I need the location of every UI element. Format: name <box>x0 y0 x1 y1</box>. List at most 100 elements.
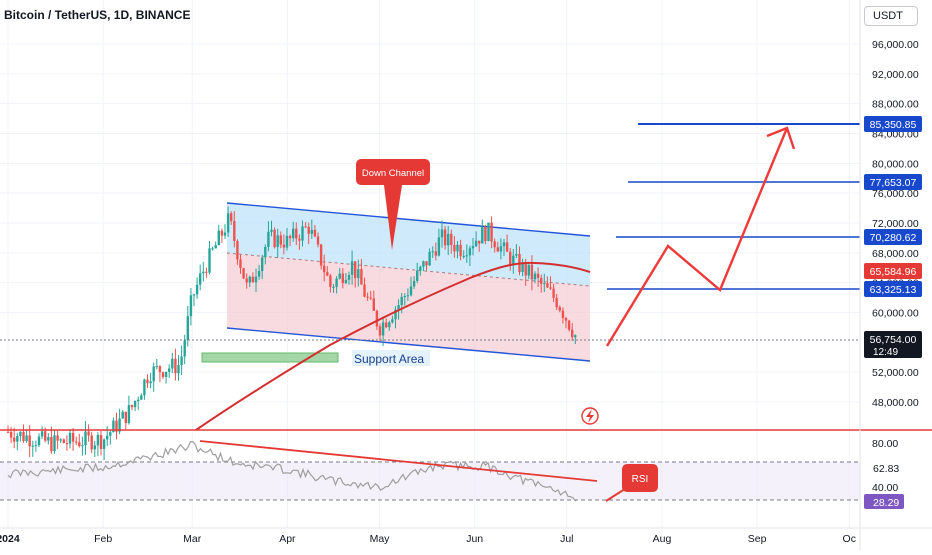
candle-body <box>137 399 140 402</box>
candle-body <box>428 251 431 266</box>
candle-body <box>140 395 143 400</box>
candle-body <box>335 278 338 287</box>
candle-body <box>416 270 419 281</box>
candle-body <box>425 261 428 266</box>
candle-body <box>242 268 245 279</box>
candle-body <box>310 229 313 234</box>
candle-body <box>515 253 518 256</box>
candle-body <box>406 295 410 297</box>
candle-body <box>521 262 524 272</box>
candle-body <box>102 439 106 450</box>
tag-ma: 65,584.96 <box>870 266 917 278</box>
candle-body <box>295 228 298 239</box>
candle-body <box>375 310 379 327</box>
rsi-trend-line[interactable] <box>199 440 598 482</box>
candle-body <box>524 262 527 276</box>
candle-body <box>465 255 468 257</box>
candle-body <box>65 443 69 445</box>
channel-top-line[interactable] <box>226 202 591 237</box>
candle-body <box>487 222 490 241</box>
rsi-tick-label: 80.00 <box>872 438 898 450</box>
candle-body <box>385 322 388 328</box>
time-tick-label: May <box>370 533 391 545</box>
price-tick-label: 76,000.00 <box>872 188 919 200</box>
tag-target3: 70,280.62 <box>870 232 917 244</box>
candle-body <box>174 358 177 374</box>
candle-body <box>109 432 112 436</box>
candle-body <box>434 251 437 256</box>
candle-body <box>419 266 422 271</box>
rsi-callout-label: RSI <box>632 474 649 485</box>
candle-body <box>37 436 41 446</box>
candle-body <box>90 435 93 450</box>
candle-body <box>564 317 568 321</box>
candle-body <box>211 248 214 250</box>
candle-body <box>78 442 81 447</box>
down-channel-pointer <box>384 185 402 250</box>
price-tick-label: 92,000.00 <box>872 69 919 81</box>
candle-body <box>422 261 425 267</box>
candle-body <box>555 297 558 308</box>
candle-body <box>226 213 230 233</box>
candle-body <box>25 435 28 442</box>
tag-target4-bg <box>864 281 922 297</box>
support-area-label: Support Area <box>354 352 424 366</box>
rsi-callout[interactable] <box>622 464 658 492</box>
candle-body <box>456 244 459 252</box>
candle-body <box>276 235 279 248</box>
down-channel-callout[interactable] <box>356 159 430 185</box>
candle-body <box>313 229 317 237</box>
candle-body <box>239 259 242 269</box>
support-area-box[interactable] <box>201 352 339 363</box>
candle-body <box>40 431 44 437</box>
price-tick-label: 52,000.00 <box>872 367 919 379</box>
candle-body <box>99 435 103 450</box>
candle-body <box>267 231 270 247</box>
tag-target1: 85,350.85 <box>870 119 917 131</box>
candle-body <box>248 276 251 283</box>
candle-body <box>189 295 193 317</box>
candle-body <box>16 435 19 442</box>
rsi-tag-lower: 28.29 <box>873 497 899 509</box>
candle-body <box>546 283 549 288</box>
candle-body <box>164 371 168 377</box>
candle-body <box>326 272 329 276</box>
candle-body <box>316 236 320 245</box>
candle-body <box>561 310 565 318</box>
candle-body <box>273 229 276 248</box>
candle-body <box>323 265 326 273</box>
candle-body <box>347 274 351 280</box>
candle-body <box>112 420 115 433</box>
candle-body <box>493 241 496 248</box>
candle-body <box>233 221 236 242</box>
candle-body <box>292 228 295 239</box>
candle-body <box>19 432 22 436</box>
candle-body <box>149 381 152 384</box>
time-tick-label: Aug <box>653 533 672 545</box>
candle-body <box>217 230 220 246</box>
channel-bottom-line[interactable] <box>226 327 591 362</box>
candle-body <box>338 273 341 279</box>
time-tick-label: Jul <box>560 533 573 545</box>
candle-body <box>381 322 385 336</box>
currency-selector[interactable]: USDT <box>864 6 918 26</box>
candle-body <box>298 238 301 241</box>
candle-body <box>161 372 165 377</box>
candle-body <box>558 307 561 311</box>
candle-body <box>354 261 357 279</box>
candle-body <box>574 335 577 338</box>
projection-path[interactable] <box>605 127 789 347</box>
candle-body <box>536 273 540 278</box>
candle-body <box>471 246 475 249</box>
tag-current: 56,754.00 <box>870 334 917 346</box>
candle-body <box>409 286 413 296</box>
candle-body <box>440 229 444 238</box>
candle-body <box>512 255 515 266</box>
moving-average-line <box>195 261 591 431</box>
candle-body <box>363 284 366 297</box>
candle-body <box>6 431 10 433</box>
candle-body <box>378 326 382 336</box>
candle-body <box>307 226 310 234</box>
